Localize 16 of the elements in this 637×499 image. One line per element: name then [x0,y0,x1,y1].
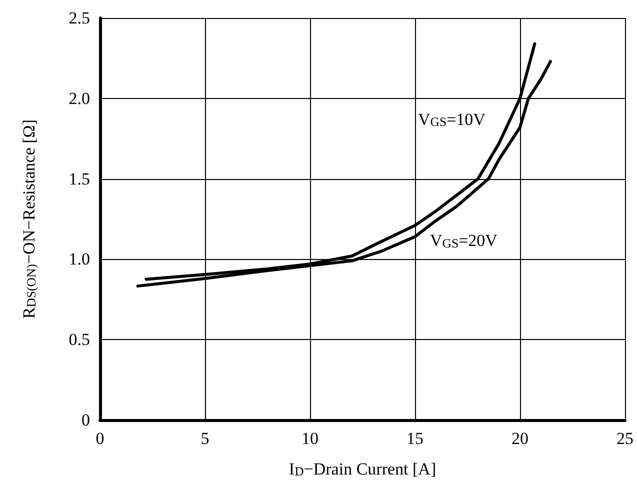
x-tick-label: 15 [406,429,424,448]
y-tick-label: 0 [82,410,90,430]
x-tick-label: 10 [302,429,318,448]
y-axis-title: RDS(ON)−ON−Resistance [Ω] [19,119,38,319]
y-tick-label: 2.0 [68,88,90,108]
series-label: VGS=20V [430,231,498,250]
y-tick-label: 0.5 [68,330,90,350]
x-axis-title: ID−Drain Current [A] [288,460,436,479]
y-tick-label: 2.5 [68,8,90,28]
x-tick-label: 25 [616,429,634,448]
series-label: VGS=10V [418,110,486,129]
x-tick-label: 0 [96,429,104,448]
x-tick-label: 5 [200,429,210,448]
y-tick-label: 1.5 [68,169,90,188]
y-tick-label: 1.0 [68,250,90,269]
x-tick-label: 20 [512,429,528,448]
